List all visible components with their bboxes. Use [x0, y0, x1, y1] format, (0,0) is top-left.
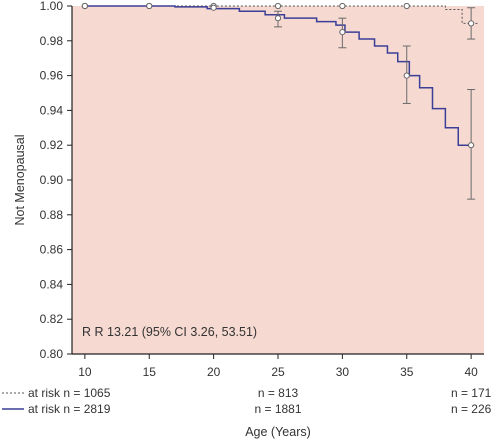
x-tick-label: 25 — [271, 365, 285, 379]
plot-background — [72, 6, 484, 354]
data-point — [339, 2, 346, 10]
series-layer — [81, 2, 478, 200]
y-tick-label: 0.86 — [40, 243, 64, 257]
y-tick-label: 0.94 — [40, 103, 64, 117]
series-line-solid — [84, 5, 472, 146]
data-point — [274, 15, 282, 22]
x-tick-label: 10 — [78, 365, 92, 379]
y-axis-label: Not Menopausal — [13, 134, 27, 225]
at-risk-count: n = 813 — [258, 386, 299, 400]
axis-ticks: 10 15 20 25 30 35 40 0.80 0.82 0.84 0.86 0.88 0.90 0.… — [40, 0, 478, 379]
y-tick-label: 0.82 — [40, 312, 64, 326]
relative-risk-annotation: R R 13.21 (95% CI 3.26, 53.51) — [82, 325, 257, 339]
axes — [71, 6, 484, 355]
y-tick-label: 0.88 — [40, 208, 64, 222]
x-tick-label: 40 — [464, 365, 478, 379]
data-point — [468, 20, 475, 27]
y-tick-label: 0.96 — [40, 69, 64, 83]
data-point — [339, 28, 346, 36]
x-tick-label: 35 — [400, 365, 414, 379]
at-risk-counts: n = 813 n = 1881 n = 171 n = 226 — [254, 386, 491, 416]
y-tick-label: 0.84 — [40, 277, 64, 291]
data-point — [81, 2, 88, 10]
at-risk-count: n = 1881 — [254, 402, 301, 416]
data-point — [403, 72, 410, 79]
legend: at risk n = 1065 at risk n = 2819 — [2, 386, 111, 416]
x-axis-label: Age (Years) — [245, 425, 311, 439]
y-tick-label: 0.80 — [40, 347, 64, 361]
x-tick-label: 30 — [336, 365, 350, 379]
x-tick-label: 15 — [143, 365, 157, 379]
at-risk-count: n = 226 — [451, 402, 492, 416]
y-tick-label: 1.00 — [40, 0, 64, 13]
series-line-dotted — [84, 5, 478, 24]
data-point — [403, 2, 410, 10]
x-tick-label: 20 — [207, 365, 221, 379]
data-point — [468, 142, 475, 149]
y-tick-label: 0.92 — [40, 138, 64, 152]
legend-label-solid: at risk n = 2819 — [28, 402, 111, 416]
data-point — [274, 2, 282, 10]
legend-label-dotted: at risk n = 1065 — [28, 386, 111, 400]
y-tick-label: 0.90 — [40, 173, 64, 187]
data-point — [146, 2, 153, 10]
at-risk-count: n = 171 — [451, 386, 492, 400]
data-point — [210, 4, 217, 11]
y-tick-label: 0.98 — [40, 34, 64, 48]
